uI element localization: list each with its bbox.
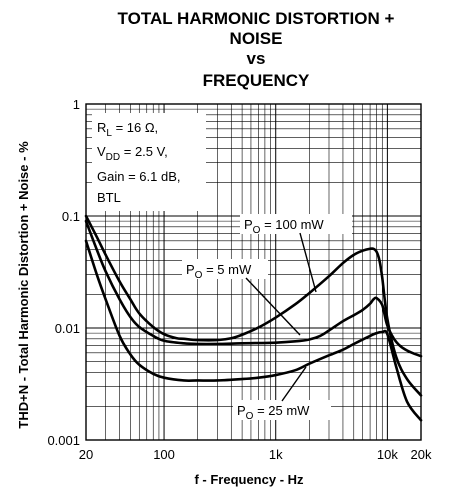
x-tick-label: 20: [79, 447, 93, 462]
y-tick-label: 0.01: [55, 321, 80, 336]
chart-title: TOTAL HARMONIC DISTORTION + NOISE vs FRE…: [118, 9, 395, 90]
plot-frame: [85, 103, 422, 441]
y-tick-label: 0.001: [47, 433, 80, 448]
y-tick-label: 1: [73, 97, 80, 112]
conditions-box: RL = 16 Ω, VDD = 2.5 V, Gain = 6.1 dB, B…: [92, 113, 206, 211]
x-tick-labels: 20 100 1k 10k 20k: [79, 447, 432, 462]
title-line-1: TOTAL HARMONIC DISTORTION +: [118, 9, 395, 28]
leader-line-25mw: [281, 366, 307, 402]
condition-vdd: VDD = 2.5 V,: [97, 144, 168, 163]
title-line-3: vs: [247, 49, 266, 68]
leader-line-100mw: [299, 232, 317, 293]
label-po-25mw: PO = 25 mW: [233, 366, 331, 422]
svg-text:PO = 25 mW: PO = 25 mW: [237, 403, 310, 422]
series-po-100mw: [84, 214, 423, 397]
label-po-100mw: PO = 100 mW: [240, 214, 352, 293]
x-tick-label: 20k: [411, 447, 432, 462]
svg-text:PO = 100 mW: PO = 100 mW: [244, 217, 324, 236]
x-tick-label: 10k: [377, 447, 398, 462]
title-line-2: NOISE: [230, 29, 283, 48]
condition-mode: BTL: [97, 190, 121, 205]
label-po-5mw: PO = 5 mW: [182, 259, 301, 336]
title-line-4: FREQUENCY: [203, 71, 310, 90]
svg-text:PO = 5 mW: PO = 5 mW: [186, 262, 252, 281]
leader-line-5mw: [245, 277, 301, 336]
condition-gain: Gain = 6.1 dB,: [97, 169, 180, 184]
x-tick-label: 100: [153, 447, 175, 462]
series-po-5mw: [84, 219, 423, 358]
series-layer: [84, 214, 423, 422]
x-axis-label: f - Frequency - Hz: [194, 472, 304, 487]
y-tick-label: 0.1: [62, 209, 80, 224]
x-tick-label: 1k: [269, 447, 283, 462]
y-tick-labels: 1 0.1 0.01 0.001: [47, 97, 80, 448]
series-po-25mw: [84, 239, 423, 422]
condition-rl: RL = 16 Ω,: [97, 120, 158, 139]
conditions-box-bg: [92, 113, 206, 211]
y-axis-label: THD+N - Total Harmonic Distortion + Nois…: [16, 141, 31, 429]
